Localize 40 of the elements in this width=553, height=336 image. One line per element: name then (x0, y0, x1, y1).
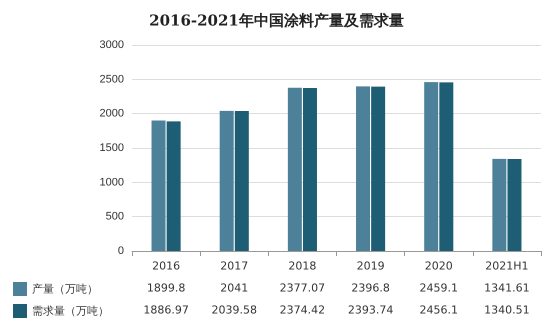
y-tick-label: 1500 (100, 142, 124, 154)
y-tick-label: 500 (106, 210, 124, 223)
bar (288, 88, 302, 251)
y-tick-label: 0 (118, 245, 124, 257)
x-tick-label: 2018 (288, 260, 316, 272)
bar (439, 82, 454, 251)
x-tick-label: 2020 (424, 260, 453, 272)
data-label: 2396.8 (351, 282, 390, 294)
bar (302, 88, 317, 251)
bar (234, 110, 249, 251)
data-label: 2393.74 (348, 304, 394, 316)
bar (507, 158, 522, 251)
chart-title: 2016-2021年中国涂料产量及需求量 (149, 12, 404, 30)
data-label: 2456.1 (420, 304, 458, 316)
bar (371, 86, 386, 251)
x-tick-label: 2019 (356, 260, 385, 272)
bar (424, 82, 438, 251)
legend-label: 需求量（万吨） (32, 304, 109, 318)
data-label: 2377.07 (280, 282, 326, 294)
data-label: 1886.97 (143, 304, 189, 316)
x-tick-label: 2017 (220, 260, 248, 272)
bar (152, 120, 166, 251)
data-label: 2374.42 (280, 304, 326, 316)
y-tick-label: 2500 (100, 73, 124, 86)
bar (492, 158, 506, 251)
data-label: 2041 (220, 282, 248, 294)
bar (220, 110, 234, 251)
y-tick-label: 2000 (100, 108, 124, 120)
bar (166, 121, 181, 251)
data-label: 1341.61 (484, 282, 530, 294)
y-tick-label: 1000 (100, 176, 124, 188)
data-label: 1340.51 (484, 304, 530, 316)
data-label: 1899.8 (146, 282, 186, 294)
bar (356, 86, 370, 251)
x-tick-label: 2021H1 (485, 260, 529, 272)
x-tick-label: 2016 (152, 260, 180, 272)
data-label: 2459.1 (420, 282, 458, 294)
y-tick-label: 3000 (100, 39, 124, 51)
data-label: 2039.58 (212, 304, 257, 316)
legend-label: 产量（万吨） (32, 282, 98, 296)
